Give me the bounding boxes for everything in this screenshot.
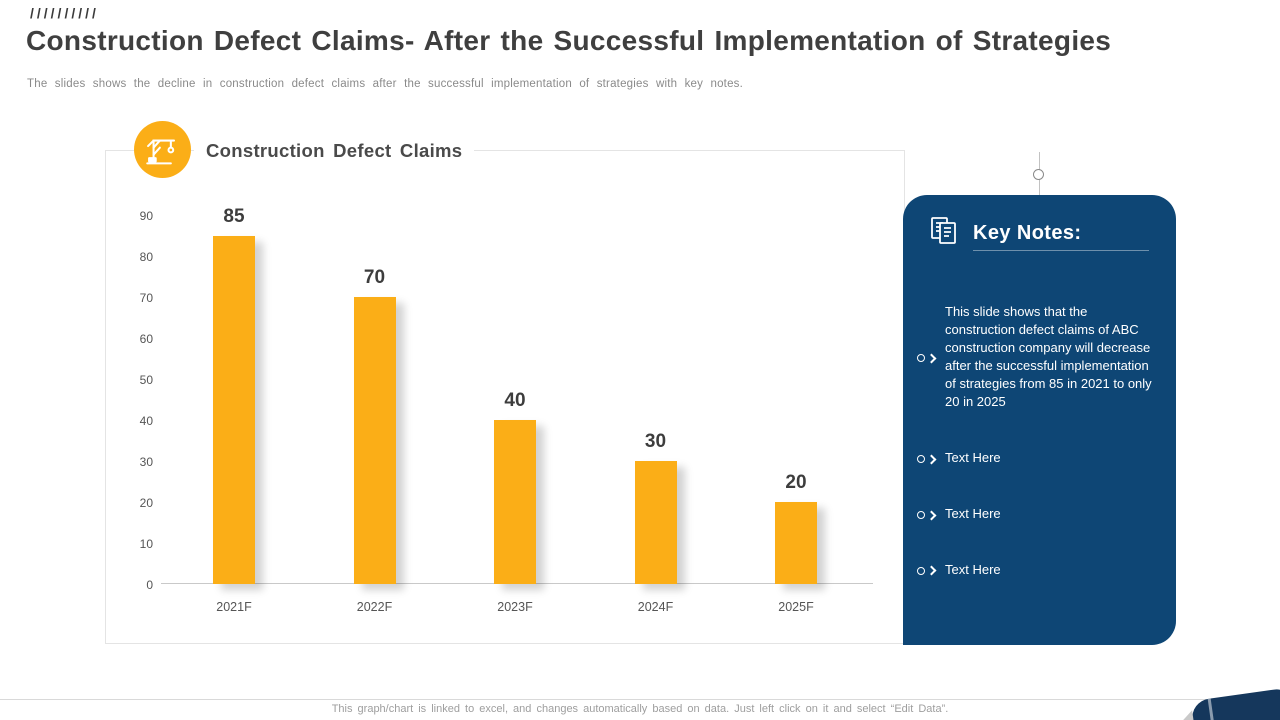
key-notes-header: Key Notes:	[928, 215, 1081, 252]
y-tick-label: 0	[146, 578, 153, 592]
chart-panel: Construction Defect Claims 0 10 20 30 40 50 60…	[105, 121, 905, 644]
x-tick-label: 2023F	[497, 600, 533, 614]
x-tick-label: 2024F	[637, 600, 674, 614]
bar-value-label: 40	[504, 390, 526, 411]
footer-note: This graph/chart is linked to excel, and…	[331, 703, 949, 715]
key-note-item: Text Here	[917, 561, 1158, 579]
pencil-decoration	[1180, 686, 1280, 720]
y-tick-label: 90	[139, 209, 153, 223]
chevron-right-icon	[926, 566, 937, 576]
pencil-band	[1207, 698, 1216, 720]
page-title: Construction Defect Claims- After the Su…	[26, 25, 1112, 56]
bar-value-label: 30	[644, 431, 667, 452]
y-tick-label: 70	[139, 291, 153, 305]
key-notes-title: Key Notes:	[973, 222, 1082, 244]
bullet-marker	[917, 452, 937, 467]
chevron-right-icon	[926, 510, 937, 520]
key-note-text: This slide shows that the construction d…	[945, 304, 1152, 409]
chart-title: Construction Defect Claims	[194, 138, 475, 164]
chevron-right-icon	[926, 353, 937, 364]
notes-icon	[928, 215, 960, 252]
bar-2021F[interactable]: 85	[213, 206, 255, 584]
circle-icon	[917, 455, 925, 464]
circle-icon	[917, 354, 925, 363]
bar-2022F[interactable]: 70	[353, 267, 396, 584]
y-tick-label: 80	[139, 250, 153, 264]
y-tick-label: 40	[139, 414, 153, 428]
key-note-text: Text Here	[945, 505, 1001, 521]
y-tick-label: 50	[139, 373, 153, 387]
bar-2023F[interactable]: 40	[494, 390, 536, 584]
y-tick-label: 10	[139, 537, 153, 551]
key-notes-panel: Key Notes: This slide shows that the con…	[903, 195, 1176, 645]
crane-icon	[134, 121, 191, 178]
connector-dot	[1033, 169, 1044, 180]
bar-2024F[interactable]: 30	[634, 431, 677, 584]
x-tick-label: 2025F	[778, 600, 814, 614]
key-note-text: Text Here	[945, 561, 1001, 577]
page-subtitle: The slides shows the decline in construc…	[27, 78, 744, 90]
x-tick-label: 2021F	[216, 600, 252, 614]
bar-2025F[interactable]: 20	[775, 472, 817, 584]
x-tick-label: 2022F	[356, 600, 393, 614]
key-notes-list: This slide shows that the construction d…	[917, 303, 1158, 616]
key-notes-divider	[973, 250, 1149, 251]
bullet-marker	[917, 564, 937, 579]
bullet-marker	[917, 306, 937, 411]
key-note-item: This slide shows that the construction d…	[917, 303, 1158, 411]
y-tick-label: 20	[139, 496, 153, 510]
chevron-right-icon	[926, 454, 937, 465]
bar-value-label: 20	[785, 472, 807, 493]
footer-divider	[0, 699, 1280, 700]
pencil-tip-icon	[1180, 710, 1195, 720]
circle-icon	[917, 511, 925, 520]
plot-area[interactable]: 0 10 20 30 40 50 60 70 80 90 85 2021F 70 2022F 40 2023F…	[140, 206, 873, 614]
y-tick-label: 30	[139, 455, 153, 469]
bar-value-label: 85	[223, 205, 245, 227]
bar-value-label: 70	[363, 267, 386, 288]
key-note-item: Text Here	[917, 505, 1158, 523]
y-tick-label: 60	[139, 332, 153, 346]
slashes-decoration: //////////	[30, 5, 99, 21]
key-note-item: Text Here	[917, 449, 1158, 467]
key-note-text: Text Here	[945, 449, 1001, 465]
bullet-marker	[917, 508, 937, 523]
circle-icon	[917, 566, 925, 575]
